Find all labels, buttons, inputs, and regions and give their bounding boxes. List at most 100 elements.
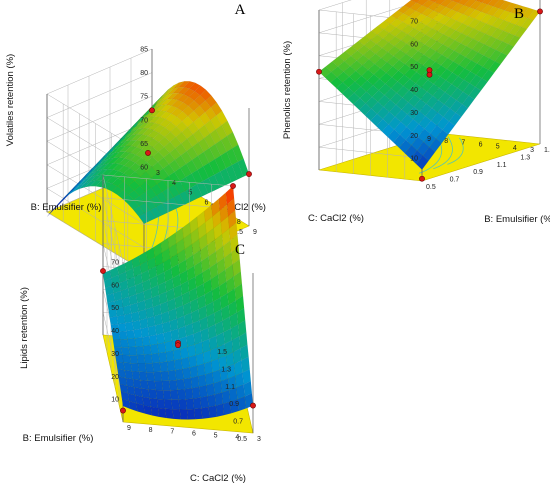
surface-patch [176,378,185,391]
surface-patch [132,319,141,331]
z-tick-label: 20 [410,133,418,140]
surface-patch [390,10,404,20]
surface-patch [243,380,253,397]
surface-patch [218,192,228,212]
surface-patch [188,354,198,368]
surface-patch [194,341,204,356]
panel-c-lipids-chart: 10 20 30 40 50 60 70 9 8 7 6 5 4 3 0.5 0.7 0.9 1.1 1.3 1.5 L… [19,174,261,484]
surface-patch [148,265,158,280]
surface-patch [200,395,209,409]
surface-patch [203,278,213,295]
surface-patch [179,409,189,420]
panel-letter: C [235,242,245,258]
surface-patch [214,392,224,406]
x-tick-label: 9 [127,425,131,432]
y-axis-title: B: Emulsifier (%) [31,202,102,213]
surface-patch [220,378,230,393]
surface-patch [131,371,141,381]
design-points [316,8,543,182]
surface-patch [158,351,168,363]
z-axis-title: Phenolics retention (%) [282,41,293,139]
z-tick-label: 50 [111,305,119,312]
z-tick-label: 65 [140,141,148,148]
surface-patch [149,397,159,409]
x-tick-label: 1.5 [544,147,550,154]
x-tick-label: 3 [156,170,160,177]
surface-patch [165,350,175,362]
x-axis-title: C: CaCl2 (%) [210,202,266,213]
z-tick-label: 80 [140,70,148,77]
surface-patch [142,345,152,355]
surface-patch [182,367,191,380]
z-tick-label: 70 [111,260,119,267]
panel-letter: B [514,6,524,22]
surface-patch [470,51,484,64]
surface-patch [527,9,541,21]
z-tick-label: 85 [140,47,148,54]
surface-patch [344,45,358,57]
z-axis-ticks: 10 20 30 40 50 60 70 [410,19,418,163]
surface-patch [117,322,127,332]
z-tick-label: 60 [140,165,148,172]
z-tick-label: 30 [111,351,119,358]
design-points [100,183,256,414]
surface-patch [129,354,139,364]
surface-patch [138,212,151,225]
design-point [175,342,181,349]
y-axis-ticks: 3 4 5 6 7 8 9 [427,136,534,154]
surface-patch [133,328,143,339]
surface-patch [212,297,222,314]
surface-patch [375,118,389,132]
surface-patch [193,408,203,420]
x-tick-label: 7 [170,429,174,436]
surface-patch [156,332,165,345]
surface-patch [162,320,171,334]
design-point [419,175,425,182]
surface-patch [161,380,171,391]
surface-patch [109,316,119,326]
z-tick-label: 20 [111,374,119,381]
surface-patch [206,227,215,246]
x-tick-label: 5 [188,190,192,197]
surface-patch [185,398,195,410]
surface-patch [121,346,130,356]
surface-patch [137,363,147,373]
surface-patch [206,383,215,397]
x-tick-label: 9 [253,229,257,236]
surface-patch [197,294,206,310]
surface-patch [237,396,246,412]
surface-patch [457,67,471,80]
surface-patch [210,274,220,291]
surface-patch [380,51,394,63]
surface-patch [110,323,120,333]
surface-patch [132,379,142,389]
z-tick-label: 70 [140,117,148,124]
surface-patch [119,338,129,348]
surface-patch [422,146,436,162]
surface-patch [162,390,172,400]
surface-patch [165,408,174,420]
z-tick-label: 40 [410,87,418,94]
design-point [120,407,126,414]
surface-patch [103,277,113,289]
x-tick-label: 8 [149,427,153,434]
surface-patch [186,408,196,420]
surface-patch [398,139,412,154]
surface-patch [520,18,534,30]
surface-patch [184,388,194,400]
surface-patch [172,274,181,289]
y-tick-label: 0.7 [233,419,243,426]
surface-patch [135,282,144,295]
z-tick-label: 75 [140,94,148,101]
z-tick-label: 50 [410,64,418,71]
surface-patch [122,354,132,364]
surface-patch [84,180,97,188]
surface-patch [192,397,202,410]
y-tick-label: 6 [479,142,483,149]
surface-patch [516,5,529,17]
surface-patch [342,76,356,88]
surface-patch [139,318,149,330]
surface-patch [222,401,232,416]
surface-patch [110,266,119,279]
z-axis-ticks: 10 20 30 40 50 60 70 [111,260,119,404]
